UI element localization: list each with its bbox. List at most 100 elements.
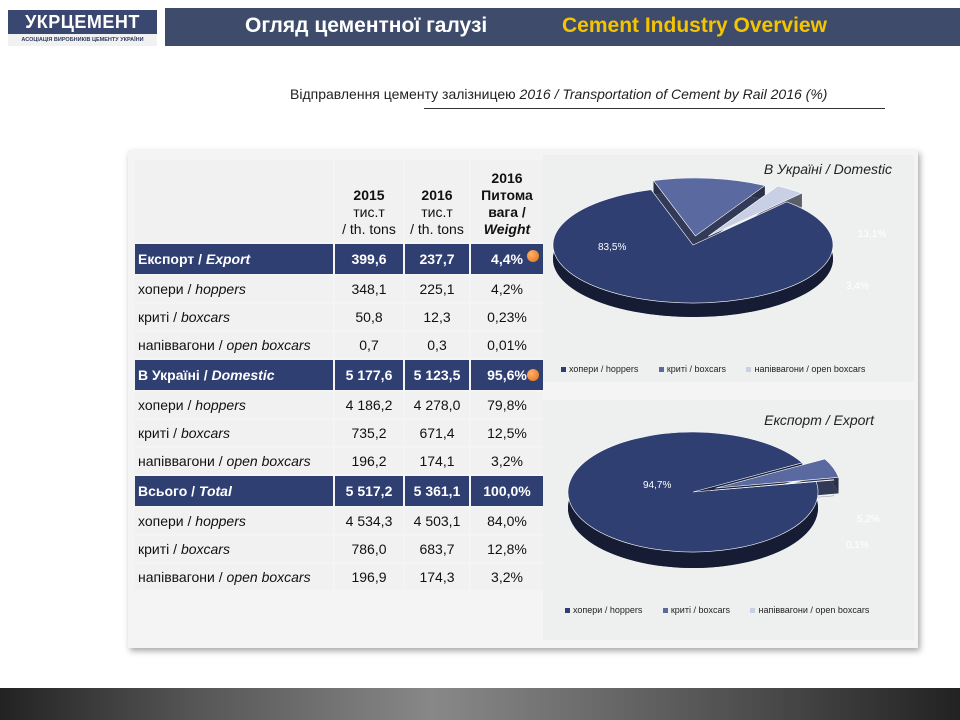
- row-label-en: boxcars: [180, 425, 230, 441]
- table-row: хопери / hoppers 4 534,3 4 503,1 84,0%: [135, 508, 543, 534]
- domestic-chart-title: В Україні / Domestic: [763, 161, 892, 177]
- row-weight: 79,8%: [471, 392, 543, 418]
- pie-data-label: 3,4%: [846, 281, 869, 292]
- row-label-ua: хопери /: [138, 281, 196, 297]
- row-label: криті / boxcars: [135, 536, 333, 562]
- pie-slice: [552, 189, 834, 304]
- group-label-en: Export: [205, 251, 251, 267]
- row-label-ua: криті /: [138, 425, 181, 441]
- row-weight: 84,0%: [471, 508, 543, 534]
- group-weight: 100,0%: [471, 476, 543, 506]
- pie-data-label: 5,2%: [857, 514, 880, 525]
- header-empty-cell: [135, 160, 333, 242]
- row-label-en: open boxcars: [226, 337, 311, 353]
- legend-item: напіввагони / open boxcars: [750, 605, 869, 615]
- row-label: хопери / hoppers: [135, 276, 333, 302]
- table-row: напіввагони / open boxcars 0,7 0,3 0,01%: [135, 332, 543, 358]
- table-row: хопери / hoppers 4 186,2 4 278,0 79,8%: [135, 392, 543, 418]
- header-2016-year: 2016: [421, 187, 453, 203]
- row-value-2016: 225,1: [405, 276, 469, 302]
- table-row: криті / boxcars 786,0 683,7 12,8%: [135, 536, 543, 562]
- page-title-en: Cement Industry Overview: [562, 14, 827, 37]
- row-value-2015: 4 186,2: [335, 392, 403, 418]
- row-label-ua: криті /: [138, 309, 181, 325]
- row-label-ua: хопери /: [138, 513, 196, 529]
- legend-swatch: [750, 608, 756, 614]
- group-label-en: Domestic: [211, 367, 275, 383]
- row-weight: 4,2%: [471, 276, 543, 302]
- row-label-en: hoppers: [195, 397, 246, 413]
- domestic-marker-dot: [527, 369, 539, 381]
- group-value-2016: 5 123,5: [405, 360, 469, 390]
- export-legend: хопери / hoppers криті / boxcars напівва…: [565, 605, 887, 615]
- row-value-2015: 196,9: [335, 564, 403, 590]
- table-row: напіввагони / open boxcars 196,2 174,1 3…: [135, 448, 543, 474]
- row-label: криті / boxcars: [135, 304, 333, 330]
- subtitle-underline: [424, 108, 885, 109]
- legend-swatch: [746, 367, 752, 373]
- row-label-en: hoppers: [195, 513, 246, 529]
- pie-data-label: 0,1%: [846, 540, 869, 551]
- row-weight: 12,8%: [471, 536, 543, 562]
- pie-slice: [708, 185, 803, 237]
- row-label-ua: криті /: [138, 541, 181, 557]
- row-value-2015: 0,7: [335, 332, 403, 358]
- header-2015: 2015 тис.т / th. tons: [335, 160, 403, 242]
- header-2016: 2016 тис.т / th. tons: [405, 160, 469, 242]
- row-value-2016: 0,3: [405, 332, 469, 358]
- row-weight: 12,5%: [471, 420, 543, 446]
- row-label-ua: напіввагони /: [138, 453, 227, 469]
- legend-swatch: [662, 608, 668, 614]
- header-2015-unit1: тис.т: [353, 204, 385, 220]
- row-value-2016: 4 503,1: [405, 508, 469, 534]
- row-value-2016: 174,3: [405, 564, 469, 590]
- legend-label: хопери / hoppers: [573, 605, 643, 615]
- row-value-2016: 4 278,0: [405, 392, 469, 418]
- group-label-ua: Експорт /: [138, 251, 206, 267]
- legend-swatch: [565, 608, 570, 614]
- row-weight: 3,2%: [471, 448, 543, 474]
- legend-label: напіввагони / open boxcars: [754, 364, 866, 374]
- legend-label: хопери / hoppers: [569, 364, 639, 374]
- group-label: Експорт / Export: [135, 244, 333, 274]
- pie-slice: [567, 431, 819, 553]
- title-bar: Огляд цементної галузі Cement Industry O…: [165, 8, 960, 46]
- legend-item: напіввагони / open boxcars: [746, 364, 865, 374]
- pie-data-label: 13,1%: [858, 229, 886, 240]
- legend-swatch: [658, 367, 664, 373]
- row-value-2015: 735,2: [335, 420, 403, 446]
- row-label: напіввагони / open boxcars: [135, 448, 333, 474]
- row-label-en: boxcars: [180, 541, 230, 557]
- row-value-2015: 196,2: [335, 448, 403, 474]
- legend-label: криті / boxcars: [666, 364, 726, 374]
- group-value-2015: 399,6: [335, 244, 403, 274]
- row-weight: 3,2%: [471, 564, 543, 590]
- group-value-2015: 5 517,2: [335, 476, 403, 506]
- row-value-2016: 671,4: [405, 420, 469, 446]
- slide-subtitle: Відправлення цементу залізницею 2016 / T…: [290, 86, 827, 102]
- logo-subtext: АСОЦІАЦІЯ ВИРОБНИКІВ ЦЕМЕНТУ УКРАЇНИ: [8, 34, 157, 46]
- row-weight: 0,23%: [471, 304, 543, 330]
- pie-data-label: 94,7%: [643, 480, 671, 491]
- row-value-2016: 174,1: [405, 448, 469, 474]
- row-label: хопери / hoppers: [135, 508, 333, 534]
- row-label: напіввагони / open boxcars: [135, 332, 333, 358]
- group-row-domestic: В Україні / Domestic 5 177,6 5 123,5 95,…: [135, 360, 543, 390]
- header-weight: 2016 Питома вага / Weight: [471, 160, 543, 242]
- header-2016-unit1: тис.т: [421, 204, 453, 220]
- table-row: криті / boxcars 735,2 671,4 12,5%: [135, 420, 543, 446]
- domestic-legend: хопери / hoppers криті / boxcars напівва…: [561, 364, 883, 374]
- row-label: напіввагони / open boxcars: [135, 564, 333, 590]
- legend-item: криті / boxcars: [662, 605, 730, 615]
- group-label-en: Total: [198, 483, 232, 499]
- subtitle-prefix: Відправлення цементу залізницею: [290, 86, 520, 102]
- pie-slice: [715, 458, 839, 489]
- export-chart-title: Експорт / Export: [764, 412, 874, 428]
- table-row: напіввагони / open boxcars 196,9 174,3 3…: [135, 564, 543, 590]
- logo-main-text: УКРЦЕМЕНТ: [8, 10, 157, 34]
- group-label: В Україні / Domestic: [135, 360, 333, 390]
- legend-label: криті / boxcars: [670, 605, 730, 615]
- domestic-pie-chart: 83,5% 13,1% 3,4% В Україні / Domestic хопе…: [543, 155, 914, 382]
- row-label-en: hoppers: [195, 281, 246, 297]
- group-label: Всього / Total: [135, 476, 333, 506]
